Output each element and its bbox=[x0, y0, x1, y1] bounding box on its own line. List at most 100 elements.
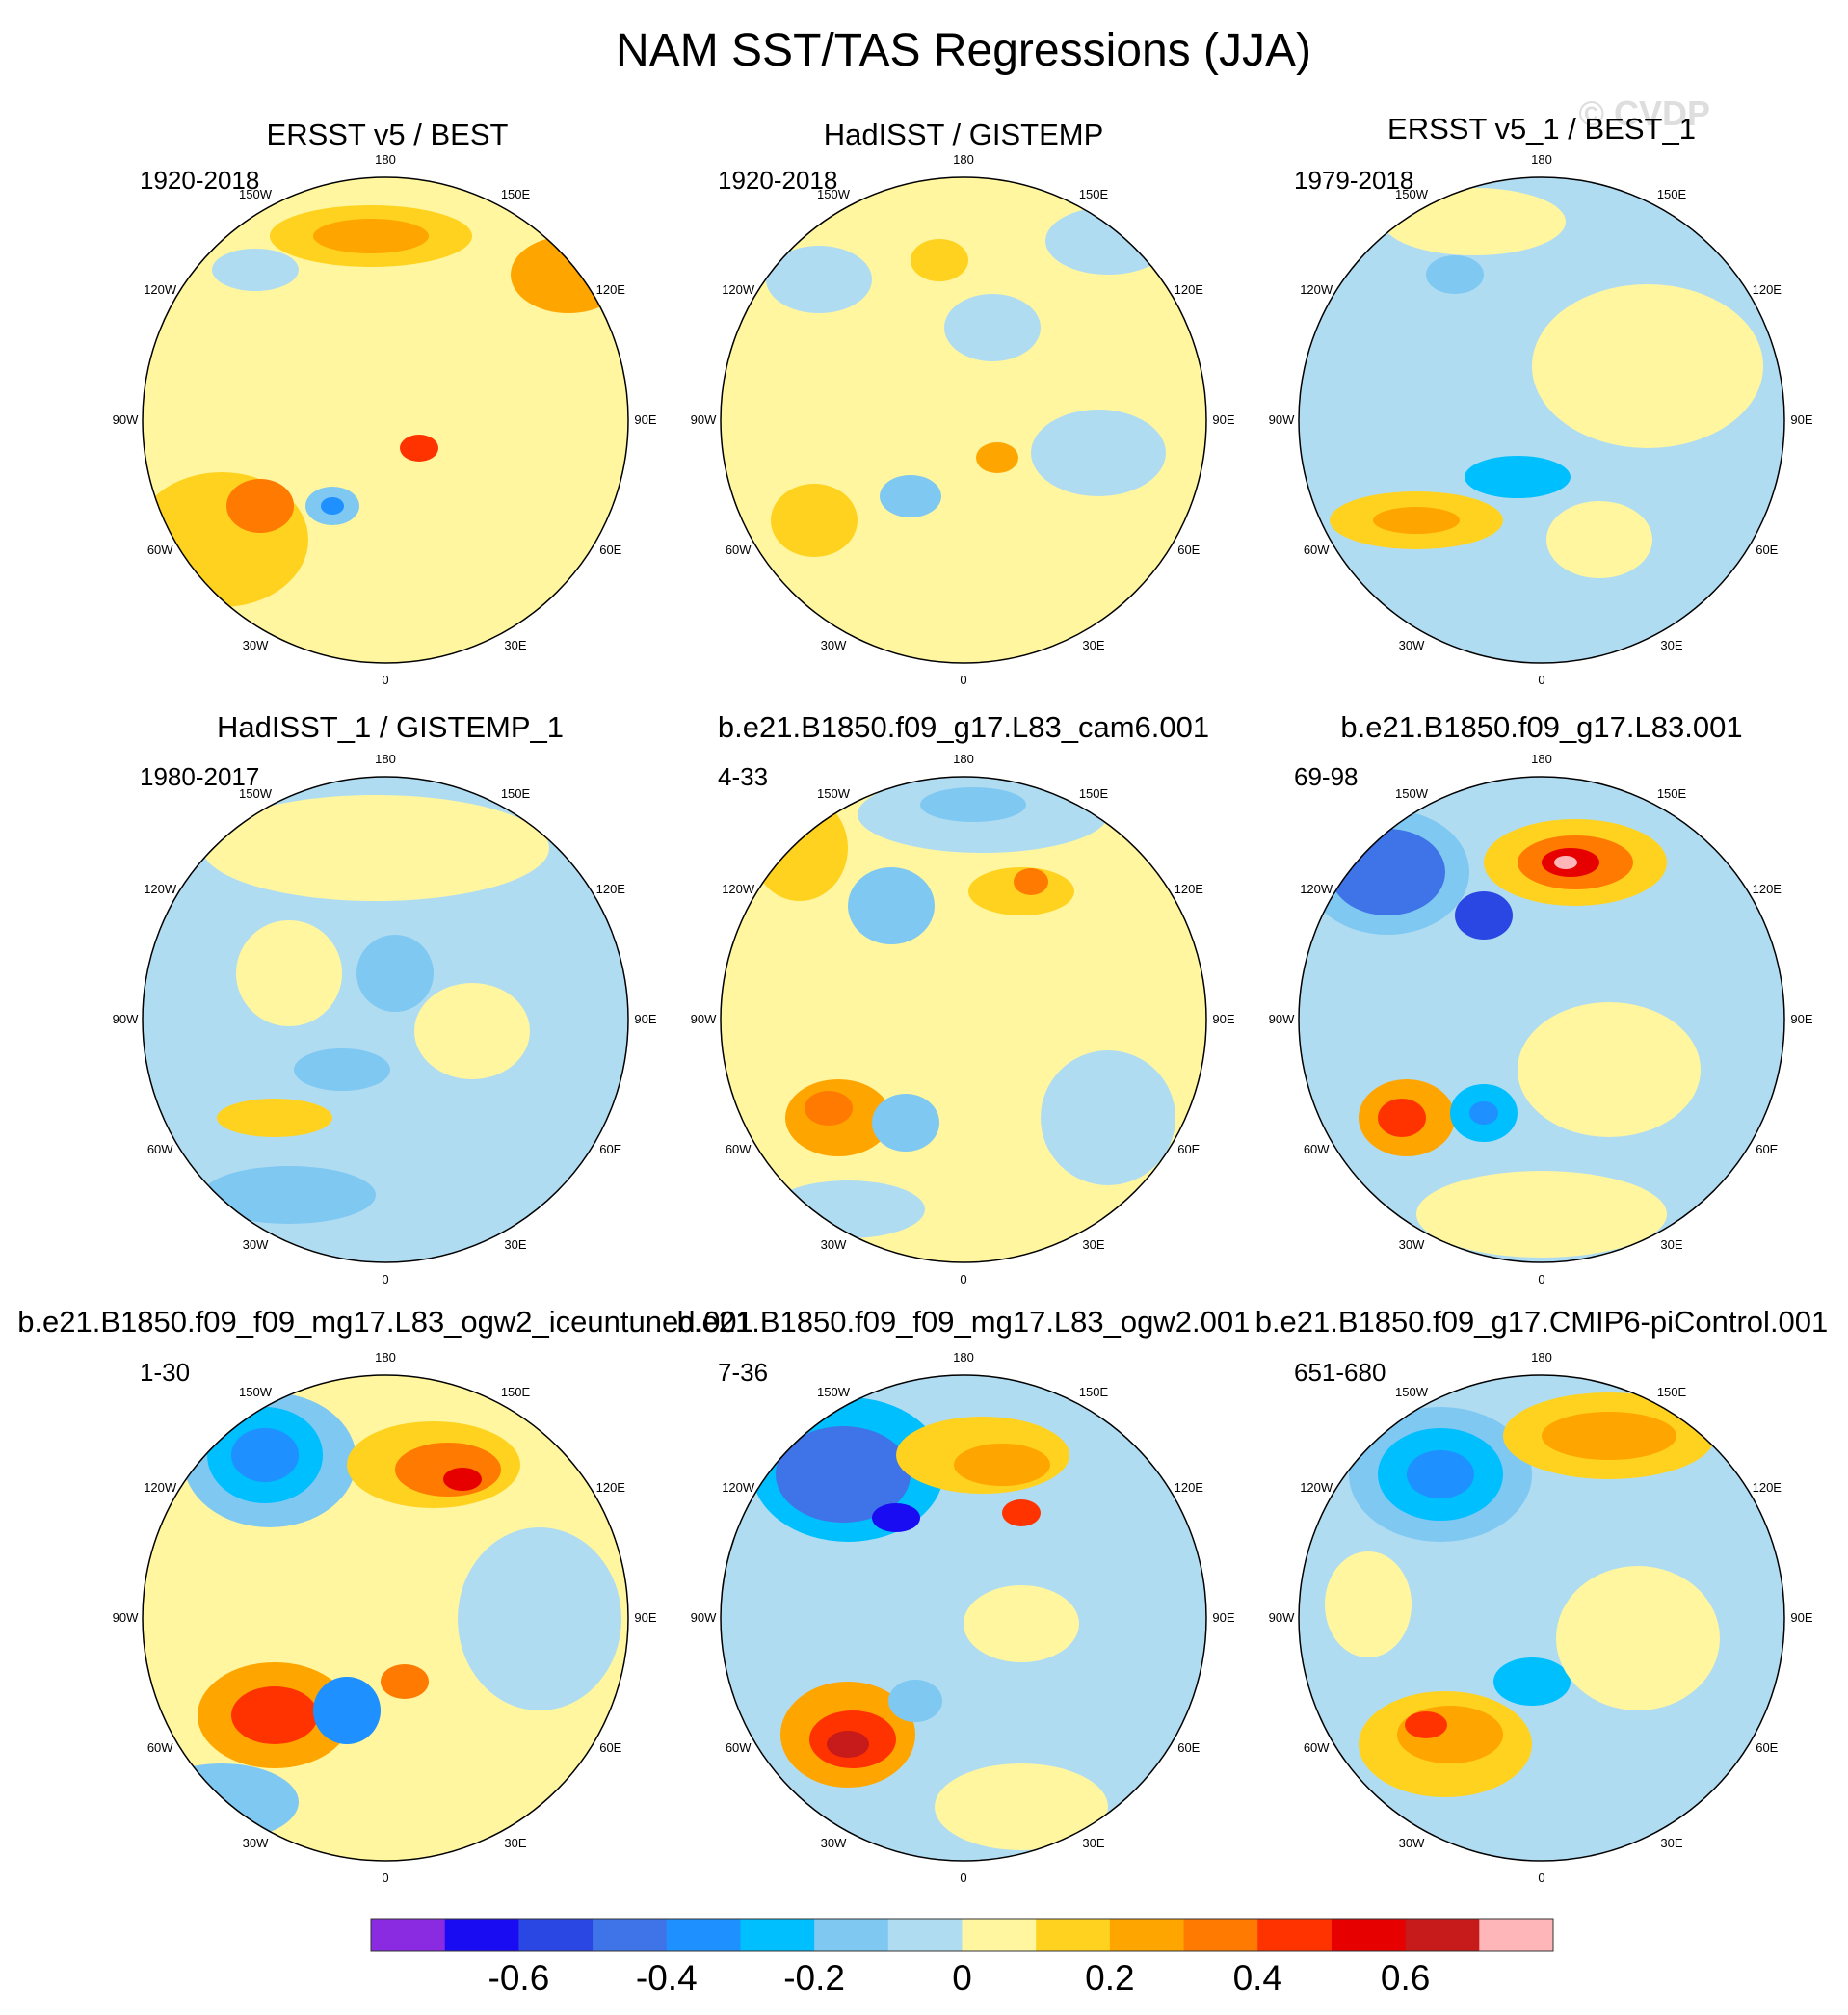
longitude-label: 90E bbox=[1790, 1610, 1812, 1625]
longitude-label: 90E bbox=[634, 412, 656, 427]
map-field bbox=[143, 1375, 628, 1861]
longitude-label: 90W bbox=[1269, 1610, 1295, 1625]
longitude-label: 60W bbox=[147, 543, 173, 557]
longitude-label: 30E bbox=[1660, 1836, 1682, 1850]
panel-period: 1920-2018 bbox=[718, 166, 837, 195]
anomaly-blob bbox=[1465, 456, 1571, 498]
longitude-label: 90W bbox=[113, 1012, 139, 1026]
map-panel: b.e21.B1850.f09_g17.CMIP6-piControl.001 … bbox=[1255, 1305, 1829, 1862]
longitude-label: 120W bbox=[722, 1480, 755, 1495]
anomaly-blob bbox=[1542, 1412, 1676, 1460]
map-panel: ERSST v5 / BEST 1920-2018 bbox=[140, 118, 629, 664]
longitude-label: 90E bbox=[1212, 1012, 1234, 1026]
panel-title: b.e21.B1850.f09_g17.L83.001 bbox=[1340, 710, 1742, 744]
anomaly-blob bbox=[443, 1468, 482, 1491]
longitude-label: 90W bbox=[691, 1610, 717, 1625]
anomaly-blob bbox=[236, 920, 342, 1026]
colorbar-tick-label: 0.4 bbox=[1233, 1958, 1282, 1998]
colorbar-swatch bbox=[1036, 1919, 1111, 1951]
anomaly-blob bbox=[1416, 1171, 1667, 1258]
longitude-label: 120E bbox=[1175, 282, 1204, 297]
longitude-label: 0 bbox=[382, 1272, 388, 1286]
panel-period: 1980-2017 bbox=[140, 762, 259, 791]
colorbar-tick-label: -0.2 bbox=[783, 1958, 845, 1998]
longitude-label: 120E bbox=[1175, 882, 1204, 896]
anomaly-blob bbox=[954, 1444, 1050, 1486]
longitude-label: 150E bbox=[1079, 786, 1109, 801]
anomaly-blob bbox=[395, 1443, 501, 1497]
longitude-label: 60W bbox=[1304, 1142, 1330, 1156]
colorbar-tick-label: -0.6 bbox=[488, 1958, 550, 1998]
map-panel: b.e21.B1850.f09_g17.L83_cam6.001 4-33 bbox=[718, 710, 1209, 1263]
longitude-label: 30W bbox=[243, 1836, 269, 1850]
longitude-label: 180 bbox=[953, 1350, 974, 1365]
panel-period: 1920-2018 bbox=[140, 166, 259, 195]
longitude-label: 150E bbox=[1657, 187, 1687, 201]
anomaly-blob bbox=[880, 475, 941, 517]
longitude-label: 150E bbox=[1657, 1385, 1687, 1399]
anomaly-blob bbox=[805, 1091, 853, 1126]
colorbar-swatch bbox=[518, 1919, 594, 1951]
longitude-label: 30W bbox=[1399, 1237, 1425, 1252]
anomaly-blob bbox=[1546, 501, 1652, 578]
longitude-label: 180 bbox=[1531, 752, 1552, 766]
longitude-label: 90W bbox=[691, 412, 717, 427]
anomaly-blob bbox=[872, 1094, 939, 1152]
map-field bbox=[721, 777, 1206, 1262]
panel-title: b.e21.B1850.f09_f09_mg17.L83_ogw2_iceunt… bbox=[17, 1305, 753, 1339]
longitude-label: 30E bbox=[1082, 1836, 1104, 1850]
longitude-label: 90E bbox=[634, 1012, 656, 1026]
anomaly-blob bbox=[145, 1763, 299, 1841]
panel-title: HadISST / GISTEMP bbox=[824, 118, 1104, 151]
anomaly-blob bbox=[1407, 1450, 1474, 1498]
anomaly-blob bbox=[872, 1503, 920, 1532]
longitude-label: 60W bbox=[1304, 543, 1330, 557]
longitude-label: 180 bbox=[375, 152, 396, 167]
anomaly-blob bbox=[400, 435, 438, 462]
panel-title: b.e21.B1850.f09_g17.CMIP6-piControl.001 bbox=[1255, 1305, 1829, 1339]
longitude-label: 30W bbox=[821, 638, 847, 652]
longitude-label: 150W bbox=[239, 786, 273, 801]
map-field bbox=[1299, 777, 1784, 1262]
cvdp-watermark: © CVDP bbox=[1578, 93, 1710, 133]
longitude-label: 0 bbox=[960, 1272, 966, 1286]
longitude-label: 180 bbox=[1531, 1350, 1552, 1365]
map-boundary bbox=[720, 776, 1207, 1263]
longitude-label: 120E bbox=[1753, 882, 1782, 896]
longitude-label: 180 bbox=[375, 1350, 396, 1365]
longitude-label: 150W bbox=[239, 187, 273, 201]
anomaly-blob bbox=[1518, 1002, 1701, 1137]
longitude-label: 150W bbox=[239, 1385, 273, 1399]
anomaly-blob bbox=[976, 442, 1018, 473]
longitude-label: 120W bbox=[144, 282, 177, 297]
longitude-label: 120E bbox=[596, 882, 626, 896]
colorbar-ticks: -0.6 -0.4 -0.2 0 0.2 0.4 0.6 bbox=[488, 1958, 1431, 1998]
colorbar-swatch bbox=[1183, 1919, 1258, 1951]
longitude-label: 30E bbox=[504, 638, 526, 652]
panel-title: b.e21.B1850.f09_g17.L83_cam6.001 bbox=[718, 710, 1209, 744]
anomaly-blob bbox=[920, 787, 1026, 822]
longitude-label: 0 bbox=[1538, 1272, 1544, 1286]
longitude-label: 30W bbox=[1399, 638, 1425, 652]
colorbar-swatch bbox=[740, 1919, 815, 1951]
map-boundary bbox=[1298, 1374, 1785, 1862]
longitude-label: 0 bbox=[1538, 673, 1544, 687]
colorbar-frame bbox=[370, 1918, 1554, 1952]
figure-title: NAM SST/TAS Regressions (JJA) bbox=[616, 25, 1311, 76]
longitude-label: 150E bbox=[501, 786, 531, 801]
longitude-label: 90W bbox=[113, 412, 139, 427]
anomaly-blob bbox=[1493, 1657, 1571, 1706]
longitude-label: 90E bbox=[1790, 412, 1812, 427]
longitude-label: 150E bbox=[1079, 187, 1109, 201]
longitude-label: 30W bbox=[821, 1237, 847, 1252]
longitude-label: 120E bbox=[1753, 282, 1782, 297]
colorbar-swatch bbox=[1109, 1919, 1185, 1951]
anomaly-blob bbox=[1373, 507, 1460, 534]
longitude-label: 90W bbox=[113, 1610, 139, 1625]
longitude-label: 30W bbox=[821, 1836, 847, 1850]
map-field bbox=[721, 1375, 1206, 1861]
anomaly-blob bbox=[771, 484, 858, 557]
longitude-label: 60E bbox=[1756, 543, 1778, 557]
longitude-label: 90E bbox=[1212, 412, 1234, 427]
